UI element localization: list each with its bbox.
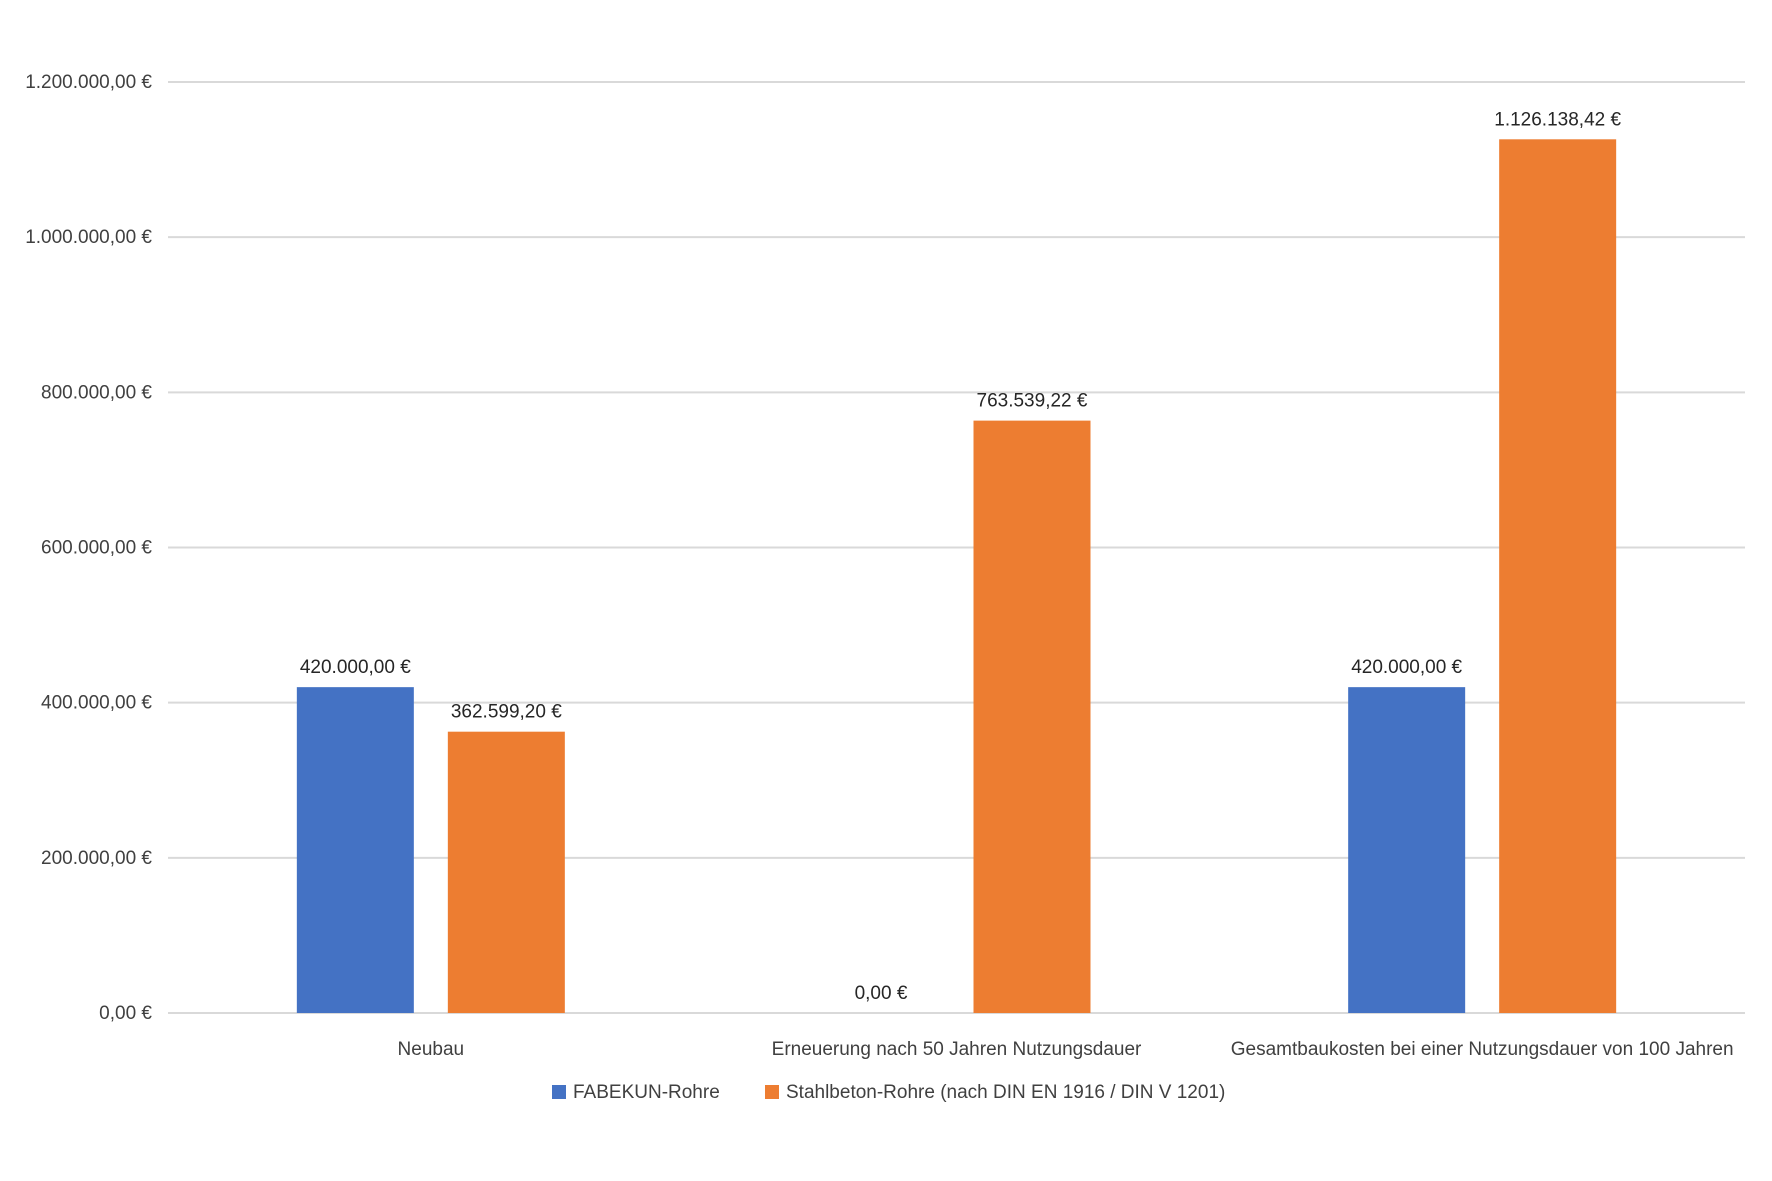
data-label: 362.599,20 €	[451, 702, 562, 723]
y-tick-label: 600.000,00 €	[41, 538, 152, 559]
bar-stahlbeton	[447, 731, 565, 1013]
y-tick-label: 0,00 €	[99, 1003, 152, 1024]
bar-stahlbeton	[973, 420, 1091, 1013]
legend-swatch	[765, 1085, 779, 1099]
y-axis-tick-labels: 0,00 € 200.000,00 € 400.000,00 € 600.000,00…	[25, 72, 152, 1024]
data-labels: 420.000,00 € 362.599,20 € 0,00 € 763.539,22…	[300, 109, 1622, 1004]
bar-stahlbeton	[1499, 139, 1617, 1014]
legend-label: FABEKUN-Rohre	[573, 1082, 720, 1103]
legend-label: Stahlbeton-Rohre (nach DIN EN 1916 / DIN…	[786, 1082, 1225, 1103]
y-tick-label: 200.000,00 €	[41, 848, 152, 869]
y-tick-label: 400.000,00 €	[41, 693, 152, 714]
bar-fabekun	[1348, 687, 1466, 1013]
legend-swatch	[552, 1085, 566, 1099]
data-label: 0,00 €	[855, 983, 908, 1004]
bars	[296, 139, 1617, 1014]
y-tick-label: 1.200.000,00 €	[25, 72, 152, 93]
data-label: 420.000,00 €	[300, 657, 411, 678]
x-category-label: Erneuerung nach 50 Jahren Nutzungsdauer	[772, 1039, 1142, 1060]
data-label: 420.000,00 €	[1351, 657, 1462, 678]
data-label: 763.539,22 €	[977, 391, 1088, 412]
y-tick-label: 1.000.000,00 €	[25, 227, 152, 248]
x-category-label: Gesamtbaukosten bei einer Nutzungsdauer …	[1231, 1039, 1734, 1060]
bar-fabekun	[296, 687, 414, 1013]
y-tick-label: 800.000,00 €	[41, 382, 152, 403]
legend: FABEKUN-Rohre Stahlbeton-Rohre (nach DIN …	[552, 1082, 1225, 1103]
data-label: 1.126.138,42 €	[1494, 109, 1621, 130]
x-axis-category-labels: Neubau Erneuerung nach 50 Jahren Nutzungs…	[398, 1039, 1734, 1060]
x-category-label: Neubau	[398, 1039, 465, 1060]
gridlines	[168, 81, 1745, 1014]
